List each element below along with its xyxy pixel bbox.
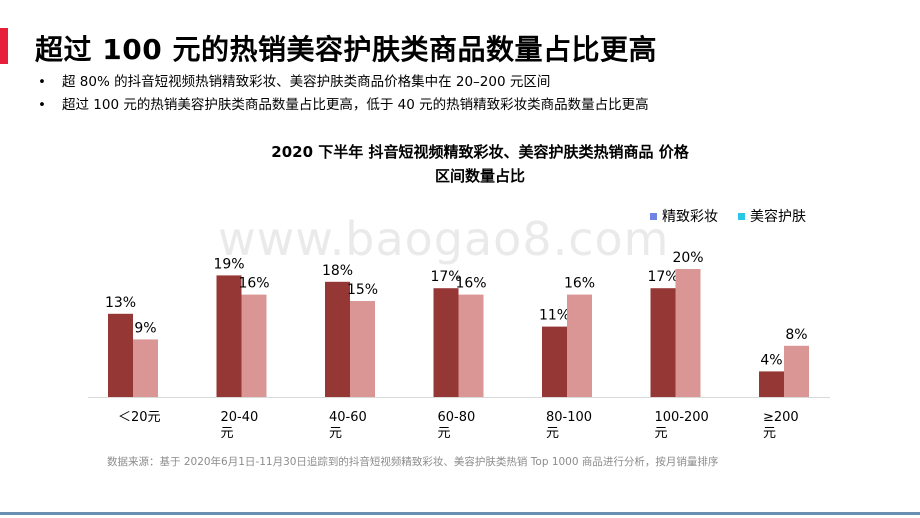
legend-label-skincare: 美容护肤 xyxy=(750,209,806,225)
headline-accent-bar xyxy=(0,28,8,64)
data-label-skincare-40-60: 15% xyxy=(347,282,378,298)
data-label-makeup-200: 4% xyxy=(760,352,782,368)
bar-makeup-100-200 xyxy=(650,288,676,397)
bar-skincare-100-200 xyxy=(675,269,701,397)
x-tick-label-20-40: 20-40 元 xyxy=(221,410,259,441)
data-label-skincare-200: 8% xyxy=(785,327,807,343)
chart-legend: 精致彩妆 美容护肤 xyxy=(650,206,806,226)
chart-title-line-1: 2020 下半年 抖音短视频精致彩妆、美容护肤类热销商品 价格 xyxy=(271,143,689,161)
data-label-makeup-40-60: 18% xyxy=(322,263,353,279)
chart-title: 2020 下半年 抖音短视频精致彩妆、美容护肤类热销商品 价格 区间数量占比 xyxy=(200,140,760,188)
legend-item-skincare: 美容护肤 xyxy=(738,206,806,226)
bar-makeup-40-60 xyxy=(325,281,350,397)
x-tick-label-60-80: 60-80 元 xyxy=(438,410,476,441)
data-label-makeup-100-200: 17% xyxy=(647,269,678,285)
bullet-item-1: 超 80% 的抖音短视频热销精致彩妆、美容护肤类商品价格集中在 20–200 元… xyxy=(38,71,649,94)
footer-line xyxy=(0,512,920,515)
bar-makeup-20-40 xyxy=(216,275,242,397)
bar-skincare-60-80 xyxy=(458,294,484,397)
page-headline: 超过 100 元的热销美容护肤类商品数量占比更高 xyxy=(35,33,657,66)
bar-skincare-80-100 xyxy=(567,294,592,397)
chart-title-line-2: 区间数量占比 xyxy=(434,167,525,185)
data-label-makeup-80-100: 11% xyxy=(539,308,570,324)
watermark: www.baogao8.com xyxy=(218,212,670,266)
x-tick-label-40-60: 40-60 元 xyxy=(329,410,367,441)
x-tick-label-20: ＜20元 xyxy=(118,410,161,425)
bar-makeup-20 xyxy=(108,313,133,397)
bullet-list: 超 80% 的抖音短视频热销精致彩妆、美容护肤类商品价格集中在 20–200 元… xyxy=(38,71,649,117)
bar-makeup-80-100 xyxy=(542,326,567,397)
legend-label-makeup: 精致彩妆 xyxy=(662,209,718,225)
x-tick-label-100-200: 100-200 元 xyxy=(655,410,709,441)
data-label-skincare-20: 9% xyxy=(134,320,156,336)
legend-item-makeup: 精致彩妆 xyxy=(650,206,718,226)
data-label-makeup-20: 13% xyxy=(105,295,136,311)
data-label-skincare-60-80: 16% xyxy=(455,276,486,292)
x-tick-label-80-100: 80-100 元 xyxy=(546,410,592,441)
bar-skincare-200 xyxy=(784,345,809,397)
data-label-makeup-60-80: 17% xyxy=(430,269,461,285)
bar-skincare-40-60 xyxy=(350,301,375,397)
legend-swatch-skincare xyxy=(738,212,745,220)
data-label-skincare-20-40: 16% xyxy=(238,276,269,292)
bar-skincare-20 xyxy=(133,339,158,397)
bullet-item-2: 超过 100 元的热销美容护肤类商品数量占比更高，低于 40 元的热销精致彩妆类… xyxy=(38,94,649,117)
data-source-note: 数据来源：基于 2020年6月1日-11月30日追踪到的抖音短视频精致彩妆、美容… xyxy=(107,456,719,468)
bar-makeup-60-80 xyxy=(433,288,459,397)
bar-makeup-200 xyxy=(759,371,784,397)
legend-swatch-makeup xyxy=(650,212,657,220)
bar-skincare-20-40 xyxy=(241,294,267,397)
data-label-skincare-100-200: 20% xyxy=(672,250,703,266)
x-tick-label-200: ≥200 元 xyxy=(763,410,799,441)
data-label-makeup-20-40: 19% xyxy=(213,256,244,272)
data-label-skincare-80-100: 16% xyxy=(564,276,595,292)
